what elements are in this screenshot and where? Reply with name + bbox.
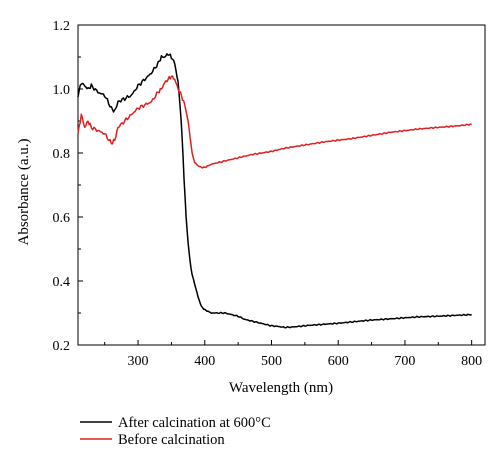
series-line-after-calcination xyxy=(77,53,472,329)
x-tick-label: 300 xyxy=(128,354,149,369)
legend-label-before-calcination: Before calcination xyxy=(118,432,225,448)
x-axis-title: Wavelength (nm) xyxy=(229,380,333,396)
y-tick-label: 0.2 xyxy=(53,339,71,354)
y-axis-title: Absorbance (a.u.) xyxy=(16,138,32,245)
legend-label-after-calcination: After calcination at 600°C xyxy=(118,415,271,431)
x-tick-label: 700 xyxy=(394,354,415,369)
y-tick-label: 1.0 xyxy=(53,83,71,98)
y-tick-label: 0.6 xyxy=(53,211,71,226)
y-tick-label: 0.4 xyxy=(53,275,71,290)
x-tick-label: 400 xyxy=(194,354,215,369)
y-tick-label: 1.2 xyxy=(53,19,71,34)
x-tick-label: 600 xyxy=(328,354,349,369)
x-tick-label: 500 xyxy=(261,354,282,369)
series-line-before-calcination xyxy=(77,75,472,169)
plot-frame xyxy=(77,24,486,346)
y-tick-label: 0.8 xyxy=(53,147,71,162)
plot-area: 300 400 500 600 700 800 0.2 0.4 0.6 0.8 1.0 1.2 xyxy=(53,19,486,369)
x-tick-label: 800 xyxy=(461,354,482,369)
legend: After calcination at 600°C Before calcin… xyxy=(80,415,271,448)
